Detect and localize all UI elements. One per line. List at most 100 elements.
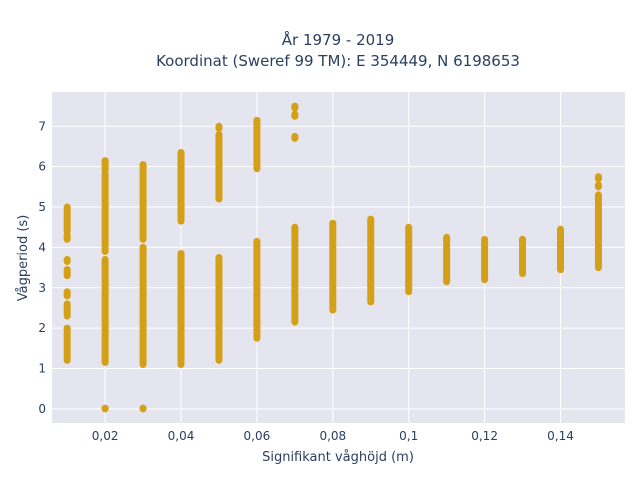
- data-point: [63, 235, 71, 243]
- data-point: [215, 195, 223, 203]
- data-point-cluster: [101, 160, 109, 171]
- data-point-cluster: [177, 253, 185, 365]
- data-point: [253, 165, 261, 173]
- data-point: [63, 217, 71, 225]
- x-tick-label: 0,06: [244, 429, 271, 443]
- data-point: [556, 225, 564, 233]
- data-point: [253, 237, 261, 245]
- x-axis-ticks: 0,02 0,04 0,06 0,08 0,1 0,12 0,14: [92, 429, 574, 443]
- x-tick-label: 0,02: [92, 429, 119, 443]
- data-point: [329, 219, 337, 227]
- y-tick-label: 7: [38, 119, 46, 133]
- data-point-cluster: [63, 328, 71, 361]
- y-tick-label: 1: [38, 362, 46, 376]
- data-point: [215, 356, 223, 364]
- data-point: [291, 223, 299, 231]
- data-point-cluster: [329, 223, 337, 310]
- data-point-cluster: [481, 239, 489, 280]
- data-point: [215, 124, 223, 132]
- y-tick-label: 4: [38, 240, 46, 254]
- data-points: [63, 102, 602, 413]
- chart-title: År 1979 - 2019: [282, 30, 395, 49]
- data-point: [519, 270, 527, 278]
- data-point-cluster: [101, 259, 109, 363]
- y-tick-label: 0: [38, 402, 46, 416]
- y-tick-label: 2: [38, 321, 46, 335]
- data-point: [291, 104, 299, 112]
- data-point: [443, 278, 451, 286]
- data-point: [443, 233, 451, 241]
- data-point: [101, 358, 109, 366]
- chart-subtitle: Koordinat (Sweref 99 TM): E 354449, N 61…: [156, 52, 520, 70]
- data-point: [481, 235, 489, 243]
- data-point: [139, 249, 147, 257]
- data-point: [63, 203, 71, 211]
- y-axis-title: Vågperiod (s): [16, 215, 31, 302]
- data-point: [177, 217, 185, 225]
- y-axis-ticks: 0 1 2 3 4 5 6 7: [38, 119, 46, 416]
- data-point: [63, 324, 71, 332]
- data-point: [367, 215, 375, 223]
- data-point: [594, 191, 602, 199]
- data-point: [63, 356, 71, 364]
- data-point: [139, 243, 147, 251]
- data-point-cluster: [253, 241, 261, 339]
- data-point: [101, 256, 109, 264]
- x-axis-title: Signifikant våghöjd (m): [262, 450, 414, 465]
- data-point: [405, 288, 413, 296]
- data-point: [481, 276, 489, 284]
- data-point: [405, 223, 413, 231]
- data-point-cluster: [139, 164, 147, 240]
- data-point: [63, 258, 71, 266]
- data-point: [101, 167, 109, 175]
- plot-area: [52, 92, 625, 423]
- data-point-cluster: [253, 120, 261, 169]
- data-point-cluster: [139, 255, 147, 365]
- x-tick-label: 0,08: [319, 429, 346, 443]
- data-point-cluster: [594, 194, 602, 268]
- data-point: [63, 227, 71, 235]
- data-point: [63, 272, 71, 280]
- data-point-cluster: [215, 257, 223, 361]
- data-point: [367, 298, 375, 306]
- x-tick-label: 0,04: [168, 429, 195, 443]
- x-tick-label: 0,12: [471, 429, 498, 443]
- data-point: [101, 405, 109, 413]
- data-point-cluster: [367, 219, 375, 302]
- data-point: [139, 360, 147, 368]
- data-point-cluster: [556, 229, 564, 270]
- data-point-cluster: [215, 134, 223, 199]
- data-point-cluster: [63, 223, 71, 232]
- data-point: [253, 334, 261, 342]
- data-point: [63, 292, 71, 300]
- data-point: [139, 161, 147, 169]
- data-point-cluster: [443, 237, 451, 282]
- data-point: [291, 112, 299, 120]
- data-point: [291, 318, 299, 326]
- data-point-cluster: [291, 227, 299, 323]
- data-point: [556, 266, 564, 274]
- data-point: [519, 235, 527, 243]
- y-tick-label: 6: [38, 160, 46, 174]
- data-point: [101, 247, 109, 255]
- data-point-cluster: [63, 303, 71, 317]
- data-point: [63, 266, 71, 274]
- data-point-cluster: [405, 227, 413, 292]
- data-point-cluster: [63, 207, 71, 222]
- data-point: [253, 116, 261, 124]
- y-tick-label: 5: [38, 200, 46, 214]
- data-point: [291, 134, 299, 142]
- data-point: [594, 264, 602, 272]
- data-point: [139, 235, 147, 243]
- data-point: [63, 312, 71, 320]
- data-point: [177, 149, 185, 157]
- data-point: [63, 300, 71, 308]
- data-point-cluster: [101, 174, 109, 252]
- data-point: [101, 157, 109, 165]
- data-point-cluster: [177, 152, 185, 222]
- data-point: [329, 306, 337, 314]
- x-tick-label: 0,14: [547, 429, 574, 443]
- y-tick-label: 3: [38, 281, 46, 295]
